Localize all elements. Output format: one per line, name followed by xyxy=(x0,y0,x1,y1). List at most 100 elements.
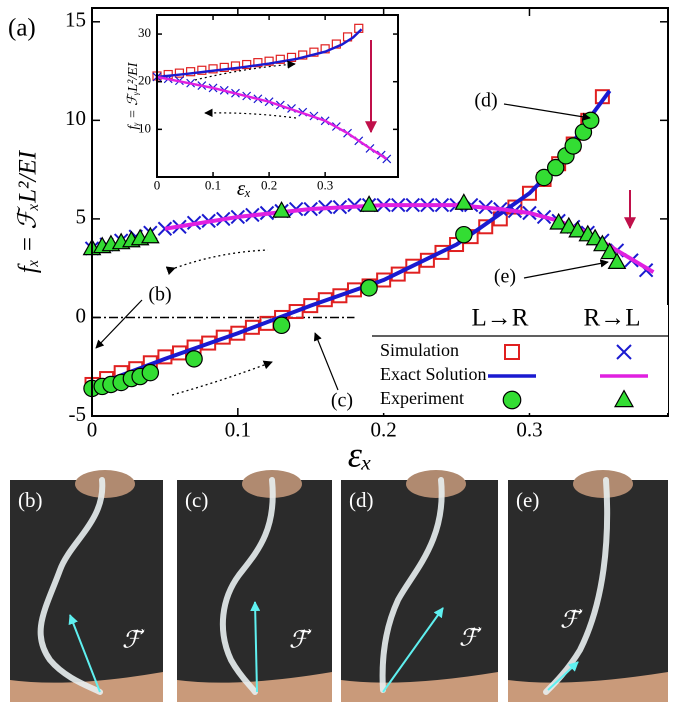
square-marker xyxy=(242,59,252,70)
triangle-marker xyxy=(593,234,612,252)
hand xyxy=(573,470,633,498)
main-decor xyxy=(95,103,636,396)
circle-marker xyxy=(546,158,565,177)
photo-background xyxy=(341,480,498,702)
circle-marker xyxy=(272,316,291,335)
elastic-strip xyxy=(37,477,106,695)
legend-label: Exact Solution xyxy=(380,364,487,384)
direction-arrow xyxy=(171,360,273,396)
panel-label: (a) xyxy=(8,15,36,42)
triangle-marker xyxy=(549,212,568,230)
circle-marker xyxy=(141,363,160,382)
force-label: ℱ⃗ xyxy=(122,628,145,654)
triangle-marker xyxy=(607,252,627,270)
photo-label: (d) xyxy=(349,488,374,512)
force-label: ℱ⃗ xyxy=(289,628,312,654)
annotation: (d) xyxy=(474,90,497,112)
force-arrow xyxy=(68,614,101,693)
circle-marker xyxy=(455,225,473,244)
direction-arrow xyxy=(194,60,296,81)
x-axis-label: εₓ xyxy=(348,434,372,474)
legend-marker xyxy=(614,389,634,408)
y-tick-label: 30 xyxy=(138,25,151,40)
x-tick-label: 0.3 xyxy=(516,418,542,442)
triangle-marker xyxy=(600,242,620,260)
photo-background xyxy=(10,480,163,702)
square-marker xyxy=(275,54,285,64)
square-marker xyxy=(197,65,207,75)
triangle-marker xyxy=(454,193,474,210)
square-marker xyxy=(230,325,246,341)
x-tick-label: 0.1 xyxy=(225,418,251,442)
elastic-strip xyxy=(379,477,445,693)
triangle-marker xyxy=(140,226,160,244)
y-tick-label: 10 xyxy=(138,120,151,135)
legend-marker xyxy=(616,344,632,360)
hand xyxy=(341,672,498,702)
x-axis-label: εₓ xyxy=(237,176,251,200)
y-tick-label: 15 xyxy=(65,8,86,32)
circle-marker xyxy=(581,111,600,130)
plot-area xyxy=(157,15,398,177)
photo-label: (b) xyxy=(18,488,43,512)
photo-background xyxy=(508,480,668,702)
pointer-arrow xyxy=(313,332,339,391)
square-marker xyxy=(208,64,218,74)
legend-header: L→R xyxy=(472,305,529,332)
plot-frame xyxy=(156,14,399,178)
y-tick-label: 10 xyxy=(65,106,86,130)
circle-marker xyxy=(564,137,582,155)
force-label: ℱ⃗ xyxy=(459,626,482,652)
legend-label: Simulation xyxy=(380,340,459,360)
legend-marker xyxy=(504,344,520,360)
photos: (b) ℱ⃗ (c) ℱ⃗ (d) ℱ⃗ (e) ℱ⃗ xyxy=(10,470,668,702)
x-tick-label: 0.2 xyxy=(261,178,277,193)
force-arrow xyxy=(382,607,444,693)
direction-arrow xyxy=(165,249,269,276)
photo-panel: (e) ℱ⃗ xyxy=(508,470,668,702)
hand xyxy=(508,672,668,702)
y-axis-label: fᵧ = ℱᵧL²/EI xyxy=(126,61,141,129)
square-marker xyxy=(303,298,319,314)
annotation: (c) xyxy=(331,390,353,412)
y-tick-label: 20 xyxy=(138,73,151,88)
square-marker xyxy=(309,47,319,57)
curve xyxy=(156,75,388,160)
inset-plot: 10 20 30 0 0.1 0.2 0.3 εₓ fᵧ = ℱᵧL²/EI xyxy=(126,14,399,200)
photo-label: (c) xyxy=(185,488,208,512)
triangle-marker xyxy=(568,220,587,238)
photo-background xyxy=(177,480,332,702)
legend-marker xyxy=(502,390,522,410)
force-label: ℱ⃗ xyxy=(560,608,583,634)
x-tick-label: 0.1 xyxy=(205,178,221,193)
curve xyxy=(156,28,363,79)
square-marker xyxy=(253,58,263,68)
x-tick-label: 0.3 xyxy=(317,178,333,193)
annotation: (e) xyxy=(494,266,516,288)
circle-marker xyxy=(360,279,378,297)
force-arrow xyxy=(547,661,579,691)
circle-marker xyxy=(535,168,553,187)
triangle-marker xyxy=(272,201,291,218)
legend-label: Experiment xyxy=(380,388,464,408)
y-axis-label: fₓ = ℱₓL²/EI xyxy=(15,149,42,273)
pointer-arrow xyxy=(523,259,609,279)
x-tick-label: 0 xyxy=(87,418,98,442)
elastic-strip xyxy=(219,477,276,695)
pointer-arrow xyxy=(95,299,143,349)
x-marker xyxy=(157,221,173,236)
square-marker xyxy=(405,258,421,274)
hand xyxy=(406,470,466,498)
circle-marker xyxy=(185,350,203,368)
square-marker xyxy=(230,61,241,71)
square-marker xyxy=(264,56,274,66)
y-tick-label: 0 xyxy=(76,303,87,327)
y-tick-label: 5 xyxy=(76,205,87,229)
square-marker xyxy=(186,67,196,77)
pointer-arrow xyxy=(503,103,591,121)
plot-frame xyxy=(91,7,669,417)
square-marker xyxy=(298,50,308,60)
y-tick-label: -5 xyxy=(69,402,87,426)
